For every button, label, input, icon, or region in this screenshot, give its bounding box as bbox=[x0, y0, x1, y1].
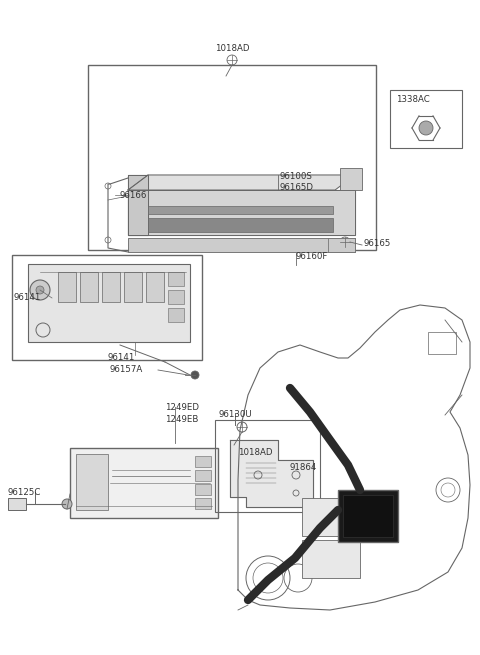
Bar bbox=[302, 540, 360, 578]
Bar bbox=[428, 332, 456, 354]
Text: 96165D: 96165D bbox=[280, 183, 314, 192]
Bar bbox=[168, 290, 184, 304]
Bar bbox=[195, 498, 211, 509]
Text: 1018AD: 1018AD bbox=[238, 448, 273, 457]
Text: 96141: 96141 bbox=[14, 293, 41, 303]
Bar bbox=[338, 490, 398, 542]
Text: 96160F: 96160F bbox=[296, 252, 328, 261]
Text: 96125C: 96125C bbox=[8, 488, 41, 497]
Text: 96100S: 96100S bbox=[280, 172, 313, 181]
Bar bbox=[340, 168, 362, 190]
Text: 96141: 96141 bbox=[108, 354, 135, 362]
Bar bbox=[124, 272, 142, 302]
Text: 1018AD: 1018AD bbox=[215, 44, 249, 53]
Bar bbox=[195, 484, 211, 495]
Bar bbox=[195, 470, 211, 481]
Polygon shape bbox=[128, 175, 148, 235]
Polygon shape bbox=[128, 190, 355, 235]
Bar bbox=[168, 272, 184, 286]
Circle shape bbox=[36, 286, 44, 294]
Bar bbox=[328, 238, 355, 252]
Bar bbox=[28, 264, 190, 342]
Bar bbox=[76, 454, 108, 510]
Bar bbox=[12, 255, 202, 360]
Bar bbox=[195, 456, 211, 467]
Bar bbox=[302, 498, 360, 536]
Circle shape bbox=[191, 371, 199, 379]
Circle shape bbox=[62, 499, 72, 509]
Text: 1338AC: 1338AC bbox=[396, 96, 430, 105]
Circle shape bbox=[30, 280, 50, 300]
Bar bbox=[58, 272, 76, 302]
Polygon shape bbox=[230, 440, 313, 507]
Bar bbox=[148, 206, 333, 214]
Bar bbox=[343, 495, 393, 537]
Bar bbox=[146, 272, 164, 302]
Text: 96157A: 96157A bbox=[110, 365, 143, 375]
Bar bbox=[8, 498, 26, 510]
Text: 1249ED: 1249ED bbox=[165, 403, 199, 411]
Bar bbox=[390, 90, 462, 148]
Bar bbox=[70, 448, 218, 518]
Bar bbox=[215, 420, 320, 512]
Bar bbox=[80, 272, 98, 302]
Text: 96166: 96166 bbox=[120, 191, 147, 200]
Polygon shape bbox=[128, 175, 355, 190]
Text: 91864: 91864 bbox=[290, 464, 317, 472]
Text: 96165: 96165 bbox=[363, 238, 390, 248]
Bar bbox=[88, 65, 376, 250]
Text: 1249EB: 1249EB bbox=[165, 415, 198, 424]
Bar bbox=[148, 218, 333, 232]
Text: 96130U: 96130U bbox=[218, 410, 252, 419]
Bar bbox=[128, 238, 355, 252]
Bar bbox=[168, 308, 184, 322]
Circle shape bbox=[419, 121, 433, 135]
Bar bbox=[102, 272, 120, 302]
